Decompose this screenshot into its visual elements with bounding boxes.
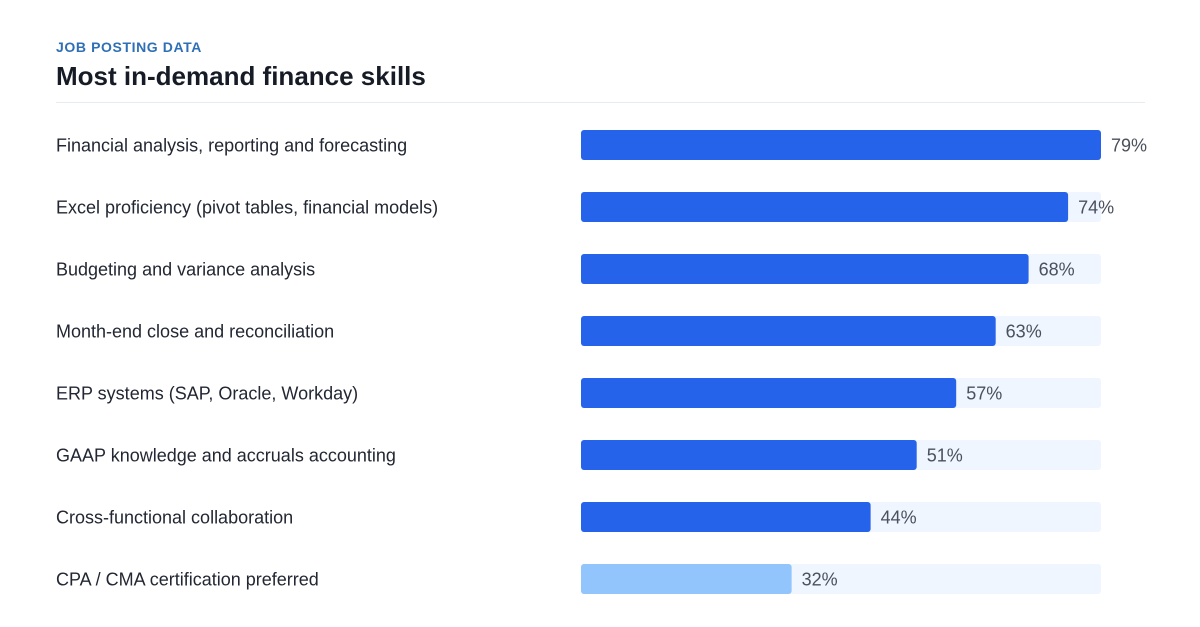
value-label: 57% [966,384,1002,404]
category-label: GAAP knowledge and accruals accounting [56,446,396,466]
category-label: Excel proficiency (pivot tables, financi… [56,198,438,218]
bar-row: Financial analysis, reporting and foreca… [56,130,1147,160]
chart-header: JOB POSTING DATA Most in-demand finance … [56,38,1145,92]
bar-row: Excel proficiency (pivot tables, financi… [56,192,1114,222]
bar-row: GAAP knowledge and accruals accounting 51… [56,440,1101,470]
value-label: 68% [1039,260,1075,280]
value-label: 44% [881,508,917,528]
category-label: Financial analysis, reporting and foreca… [56,136,407,156]
bar-row: Cross-functional collaboration 44% [56,502,1101,532]
category-label: CPA / CMA certification preferred [56,570,319,590]
bar [581,378,957,408]
value-label: 74% [1078,198,1114,218]
chart-title: Most in-demand finance skills [56,61,426,91]
category-label: Cross-functional collaboration [56,508,293,528]
value-label: 51% [927,446,963,466]
bar-row: Month-end close and reconciliation 63% [56,316,1101,346]
bar [581,316,996,346]
bar-row: ERP systems (SAP, Oracle, Workday) 57% [56,378,1101,408]
bar [581,254,1029,284]
category-label: Budgeting and variance analysis [56,260,315,280]
value-label: 63% [1006,322,1042,342]
bar [581,502,871,532]
bar [581,440,917,470]
value-label: 79% [1111,136,1147,156]
header-divider [56,102,1145,103]
chart-eyebrow: JOB POSTING DATA [56,39,202,55]
bar [581,564,792,594]
bar [581,130,1101,160]
bar [581,192,1069,222]
bar-row: CPA / CMA certification preferred 32% [56,564,1101,594]
value-label: 32% [802,570,838,590]
category-label: ERP systems (SAP, Oracle, Workday) [56,384,358,404]
category-label: Month-end close and reconciliation [56,322,334,342]
bar-row: Budgeting and variance analysis 68% [56,254,1101,284]
